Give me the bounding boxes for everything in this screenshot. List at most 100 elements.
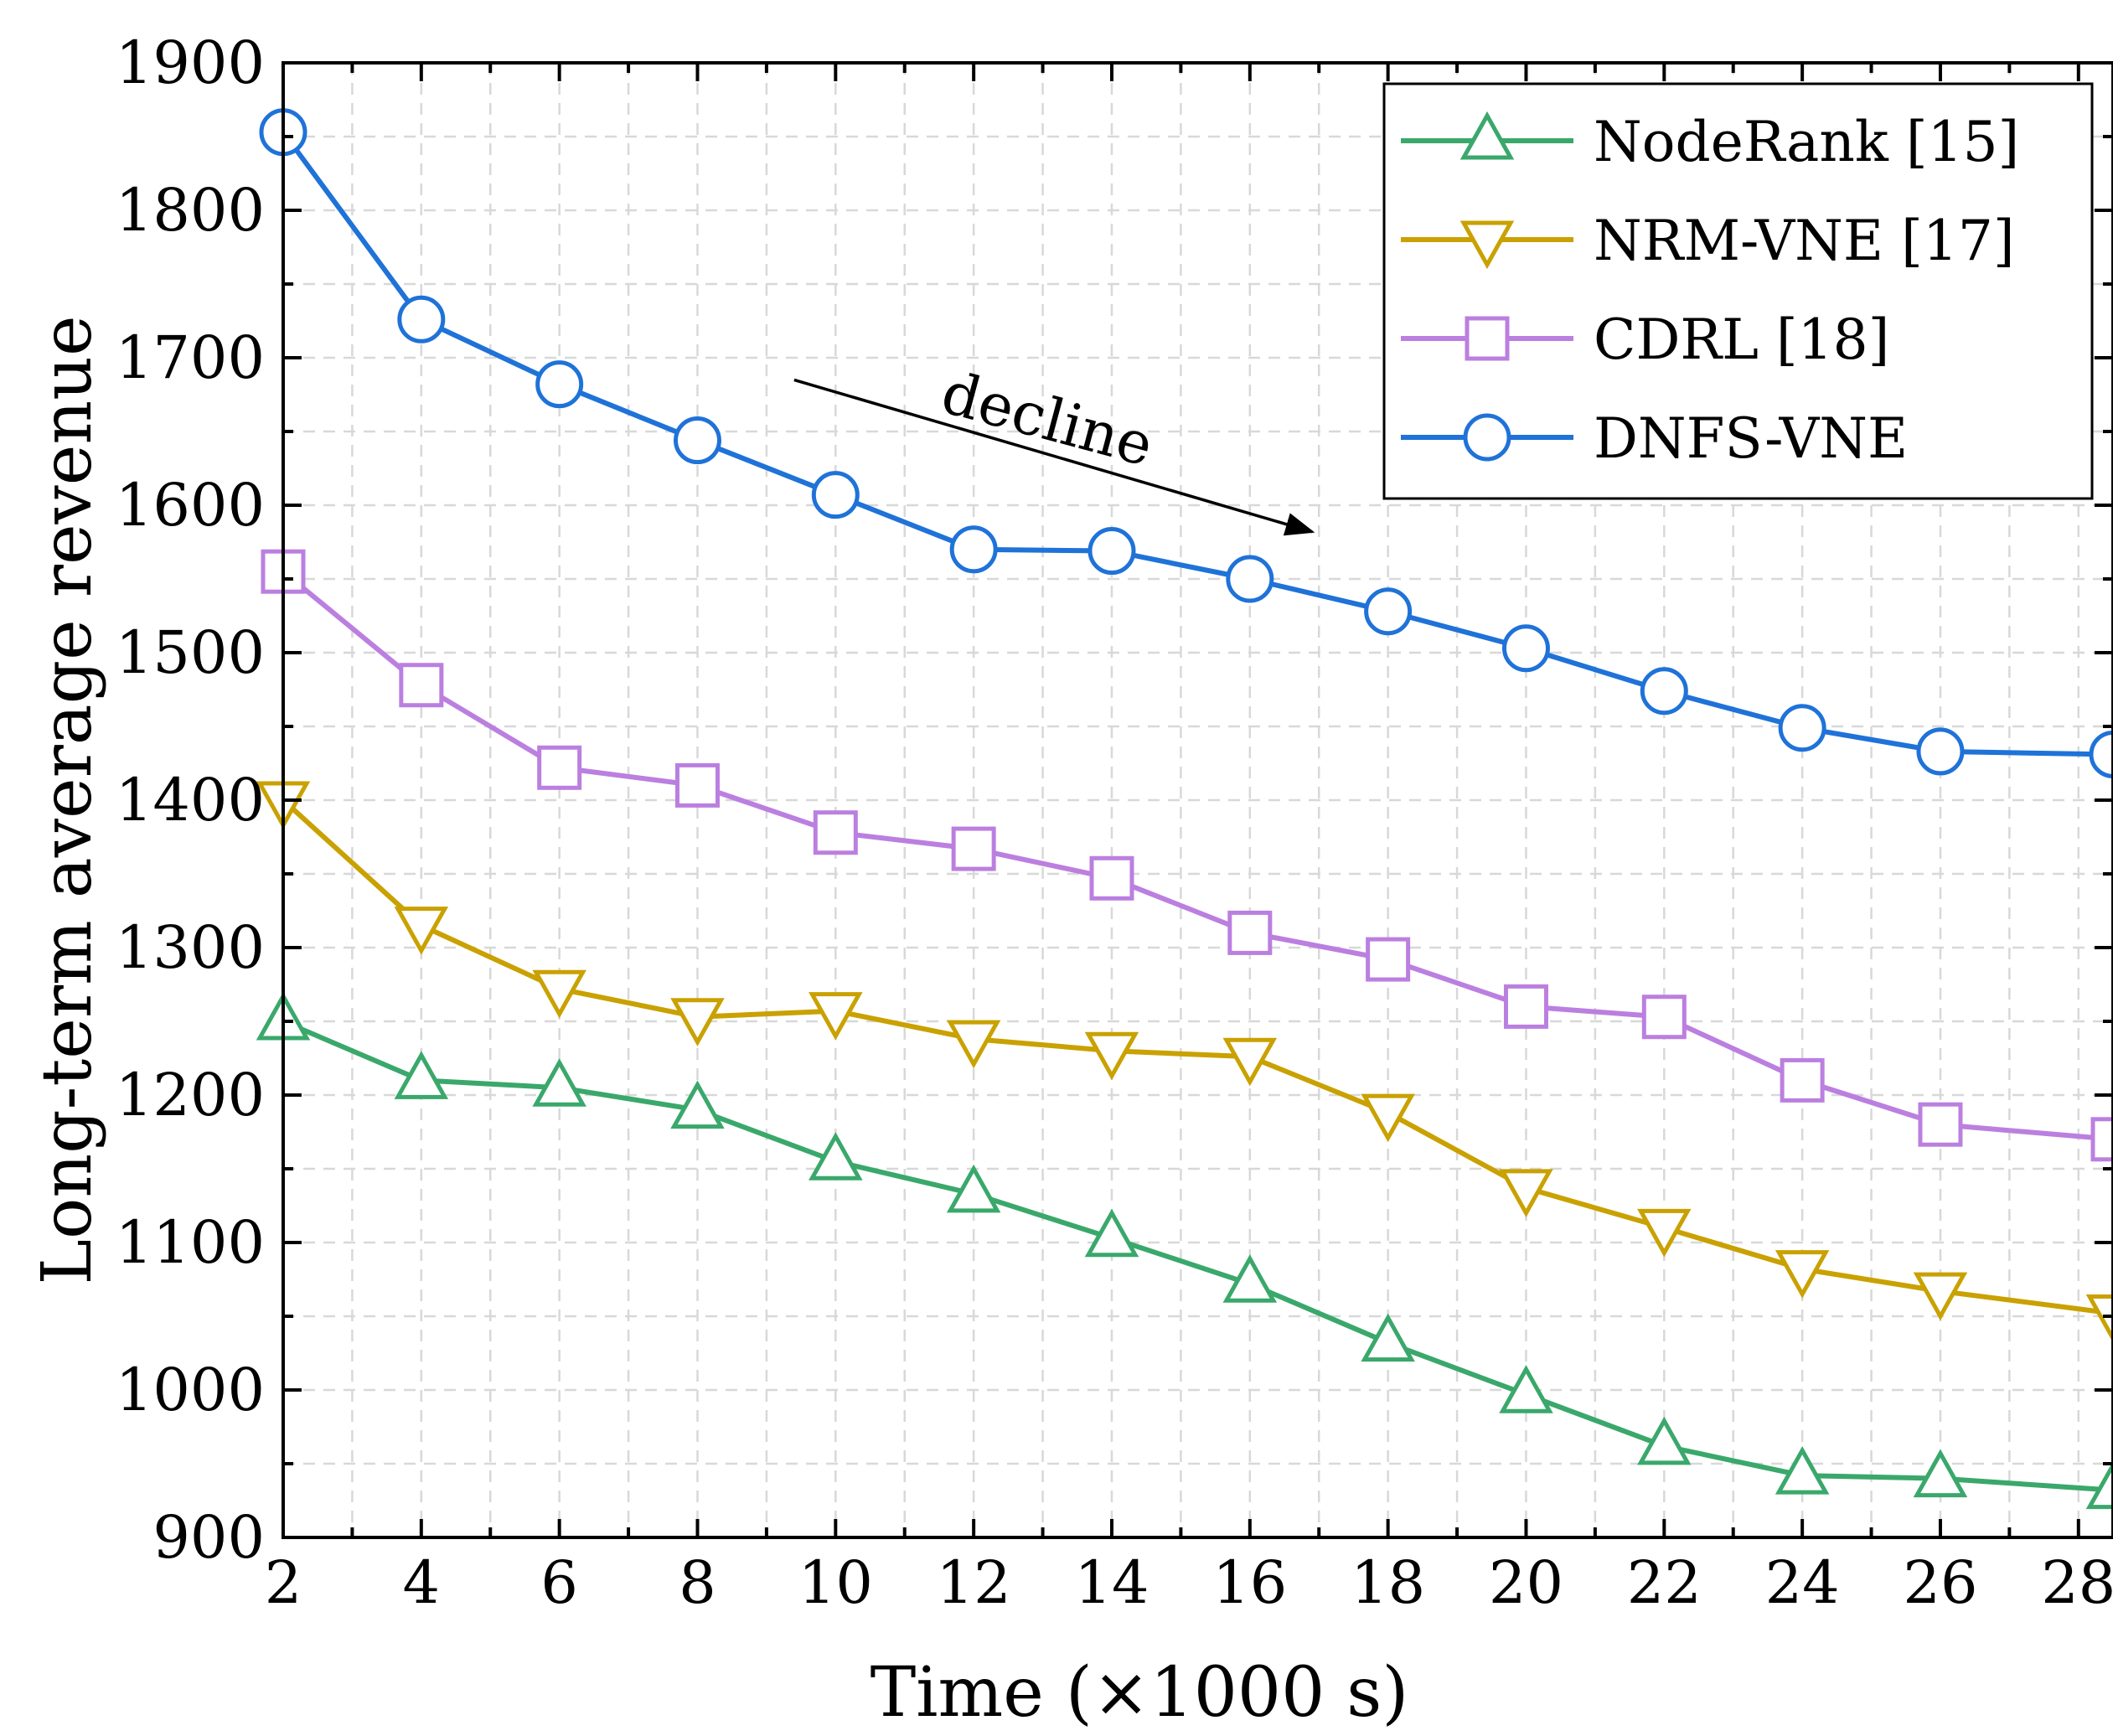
data-point-noderank-15 (946, 1164, 1001, 1213)
data-point-nrm-vne-17 (809, 992, 863, 1041)
series-line-noderank-15 (282, 1019, 2113, 1493)
data-point-noderank-15 (1637, 1416, 1692, 1465)
data-point-cdrl-18 (1918, 1102, 1963, 1147)
y-tick-label: 1800 (116, 176, 265, 245)
data-point-nrm-vne-17 (1499, 1169, 1553, 1217)
decline-label: decline (935, 358, 1160, 480)
legend-label: DNFS-VNE (1594, 406, 1908, 471)
x-tick-label: 4 (403, 1548, 441, 1617)
data-point-noderank-15 (1499, 1365, 1553, 1413)
x-axis-title: Time (×1000 s) (871, 1653, 1409, 1733)
x-tick-label: 14 (1074, 1548, 1149, 1617)
y-axis-title: Long-term average revenue (28, 316, 107, 1285)
data-point-cdrl-18 (537, 745, 582, 790)
data-point-cdrl-18 (813, 810, 858, 855)
x-tick-label: 12 (937, 1548, 1011, 1617)
data-point-nrm-vne-17 (2085, 1294, 2113, 1343)
x-tick-label: 28 (2041, 1548, 2113, 1617)
data-point-cdrl-18 (1641, 995, 1687, 1040)
legend-item-dnfs-vne: DNFS-VNE (1401, 406, 1908, 471)
data-point-noderank-15 (1222, 1254, 1278, 1303)
data-point-dnfs-vne (673, 416, 721, 465)
data-point-cdrl-18 (2090, 1117, 2113, 1162)
legend-label: CDRL [18] (1594, 307, 1889, 372)
data-point-nrm-vne-17 (1222, 1037, 1278, 1087)
y-tick-label: 1000 (116, 1356, 265, 1424)
series-cdrl-18 (261, 549, 2113, 1162)
data-point-nrm-vne-17 (532, 969, 586, 1019)
data-point-nrm-vne-17 (1361, 1093, 1415, 1143)
data-point-nrm-vne-17 (946, 1020, 1001, 1069)
data-point-nrm-vne-17 (1637, 1208, 1692, 1258)
data-point-noderank-15 (809, 1132, 863, 1181)
y-tick-label: 900 (152, 1503, 265, 1572)
x-tick-label: 2 (265, 1548, 302, 1617)
y-tick-label: 1200 (116, 1061, 265, 1129)
data-point-dnfs-vne (1916, 727, 1965, 776)
data-point-dnfs-vne (1778, 704, 1826, 752)
x-tick-label: 22 (1627, 1548, 1702, 1617)
data-point-cdrl-18 (674, 762, 720, 808)
data-point-dnfs-vne (949, 525, 998, 574)
data-point-noderank-15 (394, 1051, 449, 1099)
legend-swatch-marker (1463, 413, 1511, 462)
legend-item-noderank-15: NodeRank [15] (1401, 110, 2019, 174)
data-point-dnfs-vne (1640, 667, 1688, 716)
x-tick-label: 8 (679, 1548, 716, 1617)
x-tick-label: 26 (1903, 1548, 1977, 1617)
data-point-dnfs-vne (397, 295, 446, 344)
data-point-nrm-vne-17 (394, 907, 449, 955)
legend-item-cdrl-18: CDRL [18] (1401, 307, 1889, 372)
data-point-noderank-15 (1775, 1445, 1830, 1495)
y-tick-label: 1300 (116, 913, 265, 982)
data-point-noderank-15 (1361, 1313, 1415, 1362)
y-tick-label: 1400 (116, 766, 265, 834)
data-point-cdrl-18 (399, 663, 444, 708)
decline-arrow (793, 378, 1315, 536)
legend-label: NRM-VNE [17] (1594, 209, 2015, 273)
legend-label: NodeRank [15] (1594, 110, 2019, 174)
data-point-dnfs-vne (1364, 587, 1413, 636)
data-point-cdrl-18 (1503, 984, 1548, 1029)
legend-swatch-marker (1459, 220, 1515, 270)
data-point-nrm-vne-17 (670, 998, 725, 1046)
data-point-noderank-15 (670, 1080, 725, 1129)
x-tick-label: 16 (1212, 1548, 1287, 1617)
data-point-noderank-15 (2085, 1460, 2113, 1510)
series-line-cdrl-18 (282, 569, 2113, 1142)
data-point-dnfs-vne (1226, 555, 1274, 603)
data-point-cdrl-18 (1227, 910, 1273, 955)
axis-ticks (282, 61, 2113, 1539)
y-tick-label: 1900 (116, 28, 265, 97)
tick-labels: 2 4 6 8 10 12 14 16 18 20 22 24 26 289001000110012001… (116, 28, 2113, 1617)
data-point-nrm-vne-17 (1084, 1031, 1139, 1081)
data-point-noderank-15 (532, 1058, 586, 1107)
data-point-nrm-vne-17 (1775, 1250, 1830, 1299)
x-tick-label: 6 (540, 1548, 578, 1617)
data-point-nrm-vne-17 (1913, 1272, 1968, 1321)
x-tick-label: 24 (1765, 1548, 1840, 1617)
legend-swatch-marker (1459, 111, 1515, 160)
data-point-noderank-15 (1084, 1208, 1139, 1258)
series-dnfs-vne (259, 108, 2113, 778)
data-point-dnfs-vne (1087, 527, 1136, 576)
data-point-cdrl-18 (951, 826, 996, 871)
legend-swatch-marker (1465, 316, 1510, 361)
data-point-cdrl-18 (1780, 1057, 1825, 1103)
series-noderank-15 (256, 991, 2113, 1510)
y-tick-label: 1600 (116, 471, 265, 540)
series-layer (256, 108, 2113, 1510)
y-tick-label: 1500 (116, 618, 265, 687)
data-point-dnfs-vne (2089, 730, 2113, 778)
data-point-dnfs-vne (1501, 624, 1550, 673)
legend-item-nrm-vne-17: NRM-VNE [17] (1401, 209, 2015, 273)
data-point-dnfs-vne (535, 360, 584, 409)
series-line-nrm-vne-17 (281, 798, 2113, 1316)
y-tick-label: 1100 (116, 1208, 265, 1277)
data-point-cdrl-18 (1089, 855, 1134, 901)
y-tick-label: 1700 (116, 323, 265, 392)
data-point-cdrl-18 (1366, 937, 1411, 982)
data-point-noderank-15 (1913, 1449, 1968, 1498)
legend: NodeRank [15] NRM-VNE [17] CDRL [18] DNFS-V… (1382, 82, 2094, 500)
